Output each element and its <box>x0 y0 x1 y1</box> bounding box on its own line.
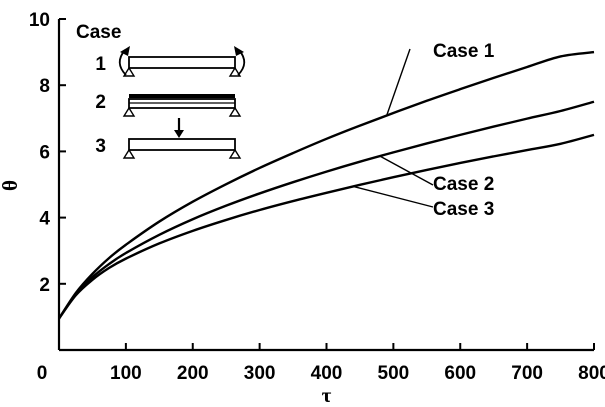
x-tick-label: 100 <box>110 363 142 384</box>
pin-support-icon <box>228 148 242 159</box>
pin-support-icon <box>228 106 242 117</box>
y-tick-label: 8 <box>39 76 50 97</box>
legend-entry-number: 3 <box>95 136 106 157</box>
beam-icon <box>128 138 236 151</box>
legend-entry-case-3: 3 <box>95 118 242 159</box>
annotation-label: Case 3 <box>433 199 494 220</box>
annotation-leader-line <box>353 185 434 208</box>
pin-support-icon <box>228 66 242 77</box>
x-tick-label: 700 <box>511 363 543 384</box>
pin-support-icon <box>122 66 136 77</box>
x-tick-label: 300 <box>244 363 276 384</box>
legend-entry-number: 1 <box>95 54 106 75</box>
x-axis-label: τ <box>322 383 332 407</box>
x-tick-label: 800 <box>578 363 605 384</box>
arrowhead-icon <box>174 130 184 138</box>
x-tick-label: 600 <box>444 363 476 384</box>
y-axis-label: θ <box>0 180 22 191</box>
annotations: Case 1 Case 2 Case 3 <box>353 41 495 220</box>
annotation-leader-line <box>379 155 434 186</box>
legend-entry-case-2: 2 <box>95 92 242 117</box>
curves <box>57 50 595 320</box>
legend-title: Case <box>76 22 121 43</box>
annotation-label: Case 2 <box>433 174 494 195</box>
y-tick-label: 4 <box>39 209 50 230</box>
legend-entry-case-1: 1 <box>95 46 246 77</box>
series-line-case-3 <box>58 133 595 320</box>
arrowhead-icon <box>120 46 130 56</box>
x-tick-label: 500 <box>378 363 410 384</box>
axes: 0 100 200 300 400 500 600 700 800 2 4 6 8 10 τ θ <box>0 10 605 407</box>
x-tick-label: 200 <box>177 363 209 384</box>
y-tick-label: 6 <box>39 142 50 163</box>
beam-icon <box>128 56 236 69</box>
y-tick-label: 10 <box>29 10 50 31</box>
y-tick-label: 2 <box>39 275 50 296</box>
x-tick-label: 400 <box>311 363 343 384</box>
annotation-label: Case 1 <box>433 41 495 62</box>
legend-entry-number: 2 <box>95 92 106 113</box>
annotation-leader-line <box>386 48 411 116</box>
pin-support-icon <box>122 148 136 159</box>
arrowhead-icon <box>234 46 244 56</box>
pin-support-icon <box>122 106 136 117</box>
legend-inset: Case 1 2 3 <box>76 22 246 159</box>
distributed-load-icon <box>129 94 235 98</box>
x-tick-label: 0 <box>37 363 48 384</box>
series-line-case-1 <box>57 50 595 320</box>
series-line-case-2 <box>58 100 595 320</box>
